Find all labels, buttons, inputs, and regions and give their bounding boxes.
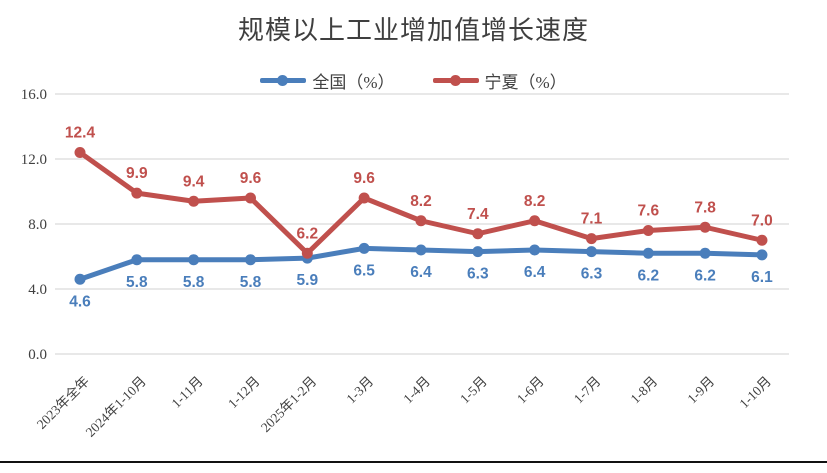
data-label: 6.4	[410, 264, 432, 281]
data-label: 6.5	[353, 262, 375, 279]
legend: 全国（%） 宁夏（%）	[0, 68, 827, 93]
data-point-marker	[188, 254, 200, 266]
data-point-marker	[472, 246, 484, 258]
data-label: 4.6	[69, 293, 91, 310]
x-tick-label: 1-8月	[628, 374, 661, 407]
data-label: 12.4	[65, 125, 96, 142]
x-tick-label: 1-4月	[400, 374, 433, 407]
x-tick-label: 2024年1-10月	[83, 374, 149, 440]
data-label: 7.1	[581, 211, 603, 228]
data-label: 9.9	[126, 165, 148, 182]
y-tick-label: 8.0	[28, 217, 47, 233]
data-point-marker	[699, 247, 711, 259]
data-point-marker	[529, 244, 541, 256]
data-label: 5.8	[183, 274, 205, 291]
data-point-marker	[131, 187, 143, 199]
x-tick-label: 1-6月	[514, 374, 547, 407]
x-tick-label: 1-10月	[736, 374, 774, 412]
x-tick-label: 1-7月	[571, 374, 604, 407]
data-point-marker	[131, 254, 143, 266]
data-point-marker	[415, 244, 427, 256]
data-label: 8.2	[524, 193, 546, 210]
data-point-marker	[699, 221, 711, 233]
data-point-marker	[358, 242, 370, 254]
data-label: 6.1	[751, 269, 773, 286]
y-tick-label: 12.0	[21, 152, 47, 168]
data-point-marker	[529, 215, 541, 227]
legend-item-ningxia[interactable]: 宁夏（%）	[432, 68, 567, 93]
data-label: 5.8	[240, 274, 262, 291]
data-label: 6.3	[467, 266, 489, 283]
chart-title: 规模以上工业增加值增长速度	[237, 16, 589, 45]
x-tick-label: 1-3月	[343, 374, 376, 407]
data-label: 6.2	[638, 267, 660, 284]
data-point-marker	[244, 254, 256, 266]
data-label: 7.0	[751, 212, 773, 229]
x-tick-label: 1-12月	[225, 374, 263, 412]
legend-item-national[interactable]: 全国（%）	[260, 68, 395, 93]
legend-label-national: 全国（%）	[312, 73, 395, 92]
data-point-marker	[188, 195, 200, 207]
x-tick-label: 1-11月	[168, 374, 205, 411]
data-label: 8.2	[410, 193, 432, 210]
data-point-marker	[756, 234, 768, 246]
data-label: 5.9	[297, 272, 319, 289]
legend-label-ningxia: 宁夏（%）	[484, 73, 567, 92]
data-label: 6.2	[694, 267, 716, 284]
data-label: 7.4	[467, 206, 489, 223]
x-tick-label: 1-5月	[457, 374, 490, 407]
data-point-marker	[301, 247, 313, 259]
data-label: 9.6	[353, 170, 375, 187]
data-label: 7.8	[694, 199, 716, 216]
data-point-marker	[472, 228, 484, 240]
x-tick-label: 2023年全年	[33, 373, 92, 432]
data-point-marker	[358, 192, 370, 204]
data-label: 5.8	[126, 274, 148, 291]
legend-marker-national-icon	[260, 74, 307, 87]
data-label: 9.6	[240, 170, 262, 187]
y-tick-label: 0.0	[28, 347, 47, 363]
legend-marker-ningxia-icon	[432, 74, 479, 87]
data-point-marker	[415, 215, 427, 227]
data-point-marker	[585, 246, 597, 258]
data-label: 6.4	[524, 264, 546, 281]
data-point-marker	[642, 247, 654, 259]
x-tick-label: 2025年1-2月	[258, 374, 320, 436]
bottom-divider	[0, 461, 827, 463]
data-point-marker	[244, 192, 256, 204]
y-tick-label: 16.0	[21, 87, 47, 103]
data-label: 6.2	[297, 225, 319, 242]
data-point-marker	[642, 225, 654, 236]
x-tick-label: 1-9月	[684, 374, 717, 407]
y-tick-label: 4.0	[28, 282, 47, 298]
data-point-marker	[74, 273, 86, 285]
data-point-marker	[74, 147, 86, 158]
data-point-marker	[756, 249, 768, 261]
data-label: 7.6	[638, 203, 660, 220]
data-label: 9.4	[183, 173, 205, 190]
data-point-marker	[585, 233, 597, 245]
data-label: 6.3	[581, 266, 603, 283]
